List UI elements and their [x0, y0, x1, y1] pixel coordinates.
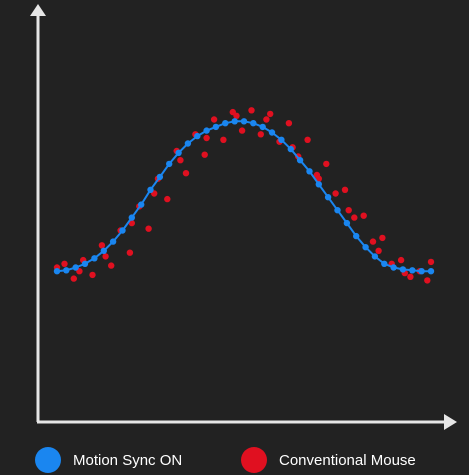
data-point-conventional-mouse [267, 110, 274, 118]
data-point-conventional-mouse [397, 256, 405, 264]
data-point-motion-sync-on [399, 266, 407, 273]
data-point-motion-sync-on [334, 207, 341, 214]
data-point-motion-sync-on [278, 136, 285, 143]
data-point-conventional-mouse [182, 170, 190, 177]
data-point-motion-sync-on [147, 186, 154, 193]
legend-item-motion-sync: Motion Sync ON [35, 447, 182, 473]
data-point-motion-sync-on [100, 247, 108, 254]
data-point-conventional-mouse [341, 186, 349, 193]
data-point-motion-sync-on [166, 160, 173, 168]
data-point-motion-sync-on [324, 194, 332, 201]
data-point-motion-sync-on [250, 120, 257, 127]
data-point-motion-sync-on [184, 140, 192, 147]
plot-area [30, 4, 457, 430]
legend: Motion Sync ON Conventional Mouse [0, 442, 469, 475]
data-point-motion-sync-on [296, 157, 304, 164]
data-point-conventional-mouse [315, 175, 322, 182]
data-point-motion-sync-on [287, 145, 294, 153]
data-point-motion-sync-on [53, 268, 61, 275]
data-point-conventional-mouse [233, 112, 240, 120]
legend-swatch-conventional-mouse [241, 447, 267, 473]
data-point-motion-sync-on [418, 268, 425, 275]
legend-swatch-motion-sync [35, 447, 61, 473]
legend-item-conventional-mouse: Conventional Mouse [241, 447, 416, 473]
series-layer [53, 107, 435, 284]
legend-label-conventional-mouse: Conventional Mouse [279, 451, 416, 469]
data-point-conventional-mouse [102, 253, 109, 260]
data-point-motion-sync-on [156, 173, 164, 181]
data-point-conventional-mouse [351, 214, 358, 221]
data-point-motion-sync-on [109, 238, 117, 245]
data-point-motion-sync-on [306, 168, 313, 175]
data-point-motion-sync-on [63, 267, 70, 274]
data-point-motion-sync-on [128, 214, 135, 221]
data-point-motion-sync-on [203, 127, 210, 134]
data-point-conventional-mouse [238, 127, 246, 134]
data-point-conventional-mouse [203, 134, 210, 142]
data-point-motion-sync-on [194, 132, 201, 140]
data-point-conventional-mouse [201, 151, 208, 158]
data-point-motion-sync-on [138, 201, 145, 208]
data-point-conventional-mouse [220, 136, 227, 143]
data-point-conventional-mouse [164, 195, 171, 203]
data-point-conventional-mouse [98, 242, 106, 249]
data-point-motion-sync-on [81, 260, 89, 267]
data-point-motion-sync-on [72, 264, 79, 271]
legend-label-motion-sync: Motion Sync ON [73, 451, 183, 469]
data-point-conventional-mouse [407, 273, 414, 280]
data-point-motion-sync-on [222, 120, 229, 127]
data-point-conventional-mouse [177, 157, 184, 164]
x-axis-arrow-icon [444, 414, 457, 430]
data-point-conventional-mouse [70, 275, 78, 282]
data-point-conventional-mouse [332, 190, 339, 197]
data-point-motion-sync-on [371, 253, 379, 260]
data-point-motion-sync-on [409, 267, 416, 274]
data-point-motion-sync-on [119, 227, 126, 234]
data-point-motion-sync-on [315, 181, 322, 188]
data-point-conventional-mouse [126, 249, 134, 256]
data-point-motion-sync-on [362, 244, 369, 251]
data-point-conventional-mouse [369, 238, 377, 245]
data-point-conventional-mouse [145, 225, 152, 232]
data-point-conventional-mouse [89, 271, 96, 279]
data-point-conventional-mouse [285, 120, 293, 127]
data-point-motion-sync-on [175, 149, 182, 156]
data-point-motion-sync-on [353, 232, 360, 240]
data-point-conventional-mouse [323, 160, 330, 168]
data-point-motion-sync-on [268, 129, 276, 136]
y-axis-arrow-icon [30, 4, 46, 16]
data-point-conventional-mouse [248, 107, 255, 114]
data-point-conventional-mouse [427, 258, 435, 266]
data-point-conventional-mouse [61, 260, 68, 267]
data-point-motion-sync-on [343, 219, 351, 227]
data-point-conventional-mouse [304, 136, 311, 143]
data-point-conventional-mouse [360, 212, 367, 219]
series-line-motion-sync-on [56, 120, 431, 273]
data-point-conventional-mouse [263, 116, 270, 123]
data-point-motion-sync-on [381, 260, 388, 267]
data-point-motion-sync-on [91, 255, 98, 262]
data-point-motion-sync-on [240, 118, 248, 125]
data-point-motion-sync-on [212, 123, 220, 131]
data-point-conventional-mouse [424, 277, 431, 284]
data-point-conventional-mouse [210, 116, 218, 123]
data-point-conventional-mouse [345, 207, 352, 214]
data-point-motion-sync-on [231, 118, 238, 125]
axes [30, 4, 457, 430]
data-point-conventional-mouse [375, 247, 382, 254]
data-point-conventional-mouse [108, 262, 115, 269]
data-point-motion-sync-on [259, 123, 266, 131]
data-point-conventional-mouse [257, 131, 264, 138]
data-point-conventional-mouse [379, 234, 386, 242]
data-point-motion-sync-on [390, 264, 397, 271]
data-point-motion-sync-on [427, 268, 435, 275]
